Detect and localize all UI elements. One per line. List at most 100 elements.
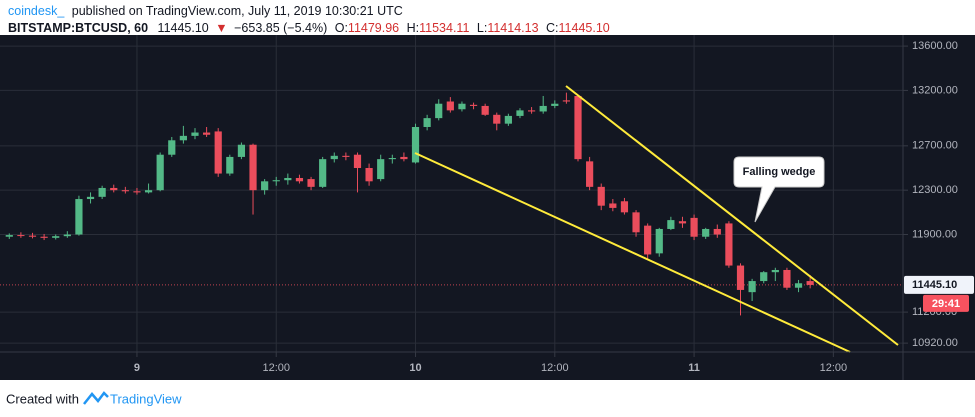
y-tick-label: 10920.00 bbox=[912, 337, 958, 349]
candle-body bbox=[133, 191, 141, 193]
y-tick-label: 11900.00 bbox=[912, 228, 957, 240]
candle-body bbox=[191, 132, 199, 136]
candle-body bbox=[516, 110, 524, 116]
candle-body bbox=[40, 236, 48, 238]
candle-body bbox=[203, 132, 211, 135]
candle-body bbox=[527, 110, 536, 112]
ohlc-value: 11445.10 bbox=[559, 21, 610, 35]
candle-body bbox=[551, 103, 559, 106]
countdown: 29:41 bbox=[932, 298, 960, 310]
candle-body bbox=[98, 187, 106, 197]
x-tick-label: 12:00 bbox=[820, 362, 848, 374]
candle-body bbox=[388, 158, 396, 160]
candle-body bbox=[237, 144, 246, 157]
symbol: BITSTAMP:BTCUSD, 60 bbox=[8, 21, 148, 35]
candle-body bbox=[690, 217, 698, 237]
wedge-upper-line bbox=[565, 85, 899, 346]
candle-body bbox=[806, 281, 814, 285]
candle-body bbox=[481, 105, 489, 115]
candle-body bbox=[469, 104, 478, 106]
candle-body bbox=[539, 105, 547, 112]
ohlc-label: O: bbox=[335, 21, 348, 35]
candle-body bbox=[423, 118, 431, 127]
candle-body bbox=[748, 281, 756, 293]
ohlc-label: C: bbox=[546, 21, 559, 35]
candle-body bbox=[644, 225, 652, 255]
candle-body bbox=[365, 168, 373, 182]
candle-body bbox=[655, 228, 663, 254]
candle-body bbox=[411, 126, 420, 163]
candle-body bbox=[226, 156, 234, 174]
axes: 10920.0011200.0011900.0012300.0012700.00… bbox=[134, 40, 974, 374]
candle-body bbox=[562, 100, 571, 102]
candle-body bbox=[307, 179, 315, 187]
candle-body bbox=[620, 201, 629, 213]
annotation: Falling wedge bbox=[743, 166, 816, 178]
candle-body bbox=[446, 101, 454, 111]
change: −653.85 (−5.4%) bbox=[234, 21, 327, 35]
last-price-box bbox=[904, 275, 974, 294]
candle-body bbox=[295, 177, 304, 182]
candle-body bbox=[353, 154, 362, 169]
last-price-label: 11445.10 bbox=[912, 279, 957, 291]
header-line-2: BITSTAMP:BTCUSD, 60 11445.10 ▼ −653.85 (… bbox=[8, 21, 610, 35]
candle-body bbox=[771, 269, 779, 273]
candle-body bbox=[342, 155, 350, 157]
candle-body bbox=[52, 236, 60, 238]
grid bbox=[0, 35, 903, 352]
author: coindesk_ bbox=[8, 4, 65, 18]
candle-body bbox=[458, 103, 466, 110]
arrow: ▼ bbox=[215, 21, 227, 35]
candle-body bbox=[736, 265, 745, 290]
candle-body bbox=[168, 140, 176, 155]
candle-body bbox=[597, 186, 605, 206]
candle-body bbox=[284, 177, 292, 181]
brand-logo bbox=[83, 391, 109, 405]
ohlc-value: 11414.13 bbox=[487, 21, 538, 35]
candle-body bbox=[272, 180, 280, 182]
countdown-box bbox=[923, 294, 969, 312]
candle-body bbox=[86, 196, 95, 200]
candle-body bbox=[609, 203, 617, 208]
candle-body bbox=[63, 234, 71, 237]
x-tick-label: 10 bbox=[409, 362, 421, 374]
candle-body bbox=[144, 190, 153, 193]
x-tick-label: 12:00 bbox=[262, 362, 290, 374]
candle-body bbox=[493, 114, 501, 124]
candle-body bbox=[760, 272, 768, 282]
candle-body bbox=[319, 159, 327, 187]
candle-body bbox=[121, 190, 129, 192]
candle-body bbox=[632, 212, 640, 233]
candle-body bbox=[725, 223, 733, 266]
candle-body bbox=[400, 156, 408, 160]
candle-body bbox=[330, 155, 338, 160]
candle-body bbox=[678, 221, 687, 224]
last: 11445.10 bbox=[158, 21, 209, 35]
ohlc-label: L: bbox=[477, 21, 487, 35]
candle-body bbox=[702, 228, 710, 237]
footer-created: Created with bbox=[6, 391, 79, 406]
candle-body bbox=[17, 235, 25, 237]
candle-body bbox=[377, 159, 385, 180]
wedge-lower-line bbox=[414, 152, 851, 353]
candle-body bbox=[261, 181, 269, 191]
candle-body bbox=[794, 283, 803, 288]
footer-brand: TradingView bbox=[110, 391, 182, 406]
candle-body bbox=[5, 235, 13, 237]
y-tick-label: 13600.00 bbox=[912, 40, 958, 52]
ohlc-label: H: bbox=[407, 21, 420, 35]
candle-body bbox=[249, 144, 257, 191]
candle-body bbox=[586, 161, 594, 187]
candle-body bbox=[179, 135, 187, 141]
candles bbox=[5, 92, 814, 316]
candle-body bbox=[667, 220, 675, 229]
candle-body bbox=[783, 269, 791, 288]
x-tick-label: 11 bbox=[688, 362, 700, 374]
candle-body bbox=[156, 154, 164, 191]
header-line-1: coindesk_ published on TradingView.com, … bbox=[8, 4, 403, 18]
x-tick-label: 9 bbox=[134, 362, 140, 374]
candle-body bbox=[574, 95, 582, 160]
candle-body bbox=[28, 235, 37, 237]
callout-bubble bbox=[733, 156, 825, 223]
